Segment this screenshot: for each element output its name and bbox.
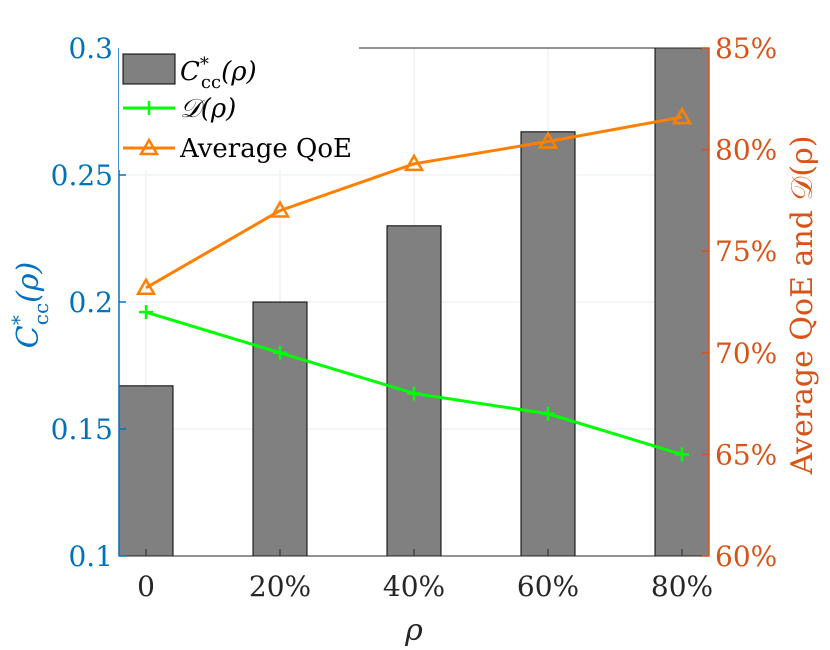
- bar: [252, 301, 308, 557]
- left-axis-title-arg: (ρ): [11, 262, 46, 303]
- point-d: [407, 386, 421, 401]
- right-axis-title: Average QoE and 𝒟(ρ): [785, 136, 820, 476]
- right-tick-label: 70%: [715, 337, 777, 370]
- legend-bar-sub: cc: [201, 72, 221, 93]
- left-axis-title-sub: cc: [29, 303, 53, 325]
- point-qoe: [671, 106, 693, 125]
- left-tick-label: 0.15: [51, 413, 113, 446]
- right-tick-label: 75%: [715, 235, 777, 268]
- left-axis-title: C*cc(ρ): [7, 262, 53, 348]
- x-axis-title: ρ: [404, 613, 423, 648]
- legend-swatch-qoe-marker: [138, 137, 160, 156]
- x-tick-label: 20%: [249, 570, 311, 603]
- legend-swatch-d-marker: [142, 101, 156, 115]
- left-tick-label: 0.2: [68, 286, 113, 319]
- x-tick-label: 80%: [651, 570, 713, 603]
- line-series: [135, 106, 693, 462]
- point-qoe: [135, 277, 157, 296]
- bar: [118, 385, 174, 557]
- bar: [520, 131, 576, 557]
- legend-bar-main: C: [180, 57, 200, 87]
- legend-bar-arg: (ρ): [221, 57, 257, 87]
- point-qoe: [537, 130, 559, 149]
- left-tick-label: 0.25: [51, 159, 113, 192]
- point-qoe: [403, 153, 425, 172]
- left-tick-label: 0.1: [68, 540, 113, 573]
- right-tick-label: 65%: [715, 438, 777, 471]
- right-tick-label: 80%: [715, 134, 777, 167]
- bar-series: [118, 47, 710, 557]
- right-tick-label: 60%: [715, 540, 777, 573]
- point-d: [675, 447, 689, 462]
- legend: C* cc(ρ) 𝒟(ρ) Average QoE: [119, 46, 359, 170]
- x-tick-label: 60%: [517, 570, 579, 603]
- x-tick-label: 0: [137, 570, 155, 603]
- left-axis-title-sup: *: [7, 315, 31, 325]
- left-axis-title-main: C: [11, 325, 46, 348]
- legend-bar-sup: *: [200, 54, 209, 75]
- axes: 0.1 0.15 0.2 0.25 0.3 60% 65% 70% 75% 80% 85% 0 20% 4…: [51, 32, 778, 603]
- point-d: [273, 345, 287, 360]
- legend-label-d: 𝒟(ρ): [180, 94, 236, 124]
- line-qoe: [145, 115, 683, 290]
- left-tick-label: 0.3: [68, 32, 113, 65]
- point-d: [541, 406, 555, 421]
- right-tick-label: 85%: [715, 32, 777, 65]
- point-d: [139, 305, 153, 320]
- legend-swatch-bar: [122, 53, 176, 85]
- x-tick-label: 40%: [383, 570, 445, 603]
- legend-label-bar: C* cc(ρ): [180, 54, 257, 93]
- point-qoe: [269, 200, 291, 218]
- legend-label-qoe: Average QoE: [179, 134, 352, 164]
